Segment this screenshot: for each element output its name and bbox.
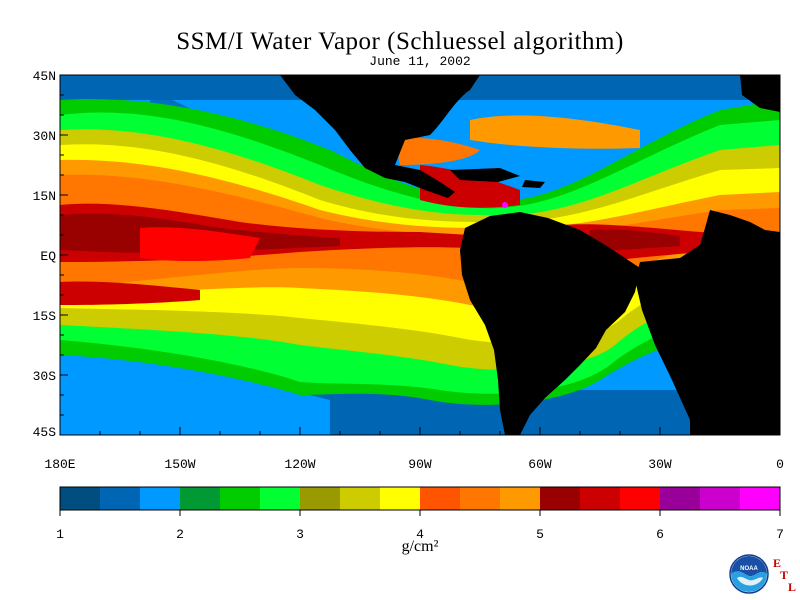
- map-field: [60, 75, 780, 435]
- colorbar-segment: [500, 487, 541, 510]
- lon-label: 90W: [408, 457, 432, 472]
- lat-label: 30S: [33, 369, 57, 384]
- noaa-logo-text: NOAA: [740, 566, 758, 572]
- colorbar-segment: [180, 487, 221, 510]
- colorbar-segment: [460, 487, 501, 510]
- colorbar-unit: g/cm²: [401, 538, 439, 555]
- lat-label: 15S: [33, 309, 57, 324]
- colorbar-segment: [660, 487, 701, 510]
- lon-label: 180E: [44, 457, 75, 472]
- etl-letter-l: L: [788, 580, 797, 594]
- color-scale-bar: [60, 487, 781, 510]
- lon-label: 120W: [284, 457, 315, 472]
- colorbar-segment: [620, 487, 661, 510]
- colorbar-tick-label: 3: [296, 527, 304, 542]
- colorbar-tick-label: 6: [656, 527, 664, 542]
- colorbar-segment: [740, 487, 781, 510]
- latitude-ticks: [60, 74, 68, 436]
- colorbar-segment: [380, 487, 421, 510]
- lat-label: EQ: [40, 249, 56, 264]
- lon-label: 30W: [648, 457, 672, 472]
- lat-label: 45S: [33, 425, 57, 440]
- colorbar-segment: [340, 487, 381, 510]
- map-date: June 11, 2002: [369, 54, 471, 69]
- colorbar-segment: [100, 487, 141, 510]
- noaa-logo: NOAA: [729, 554, 769, 594]
- colorbar-segment: [700, 487, 741, 510]
- colorbar-segment: [420, 487, 461, 510]
- lon-label: 60W: [528, 457, 552, 472]
- colorbar-segment: [60, 487, 101, 510]
- colorbar-tick-label: 7: [776, 527, 784, 542]
- lon-label: 150W: [164, 457, 195, 472]
- lon-label: 0: [776, 457, 784, 472]
- etl-letter-t: T: [780, 568, 789, 582]
- lat-label: 45N: [33, 69, 56, 84]
- colorbar-segment: [300, 487, 341, 510]
- lat-label: 30N: [33, 129, 56, 144]
- colorbar-tick-label: 2: [176, 527, 184, 542]
- lat-label: 15N: [33, 189, 56, 204]
- land-masses: [280, 75, 780, 435]
- colorbar-ticks: [59, 510, 781, 516]
- etl-letter-e: E: [773, 556, 782, 570]
- colorbar-segment: [540, 487, 581, 510]
- colorbar-tick-label: 5: [536, 527, 544, 542]
- colorbar-tick-label: 4: [416, 527, 424, 542]
- colorbar-segment: [580, 487, 621, 510]
- colorbar-tick-label: 1: [56, 527, 64, 542]
- colorbar-segment: [140, 487, 181, 510]
- map-title: SSM/I Water Vapor (Schluessel algorithm): [176, 28, 624, 55]
- colorbar-segment: [220, 487, 261, 510]
- colorbar-segment: [260, 487, 301, 510]
- longitude-ticks: [59, 427, 781, 435]
